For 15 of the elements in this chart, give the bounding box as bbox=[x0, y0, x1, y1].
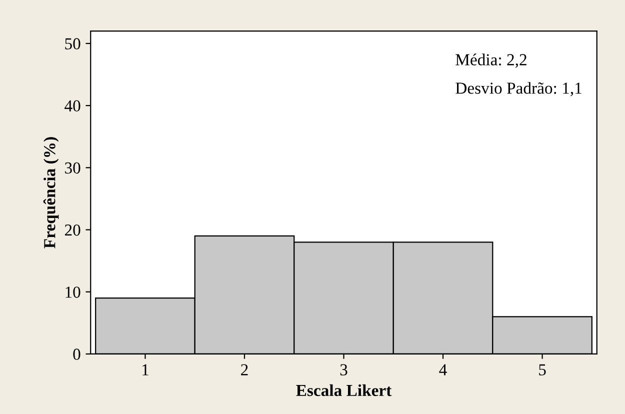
x-tick-label: 1 bbox=[142, 364, 148, 376]
y-tick-label: 40 bbox=[64, 100, 80, 112]
x-tick-label: 5 bbox=[539, 364, 546, 376]
x-tick-label: 2 bbox=[241, 364, 248, 376]
y-tick-label: 10 bbox=[66, 286, 80, 298]
annotation: Média: 2,2 bbox=[456, 54, 526, 68]
y-tick-label: 30 bbox=[65, 162, 80, 174]
x-tick-label: 4 bbox=[439, 364, 447, 376]
y-tick-label: 50 bbox=[65, 38, 80, 50]
x-tick-label: 3 bbox=[340, 364, 348, 376]
y-tick-label: 0 bbox=[73, 348, 80, 360]
x-axis-title: Escala Likert bbox=[296, 384, 392, 396]
y-tick-label: 20 bbox=[64, 224, 80, 236]
y-axis-title: Frequência (%) bbox=[43, 137, 59, 248]
annotation: Desvio Padrão: 1,1 bbox=[456, 82, 582, 96]
